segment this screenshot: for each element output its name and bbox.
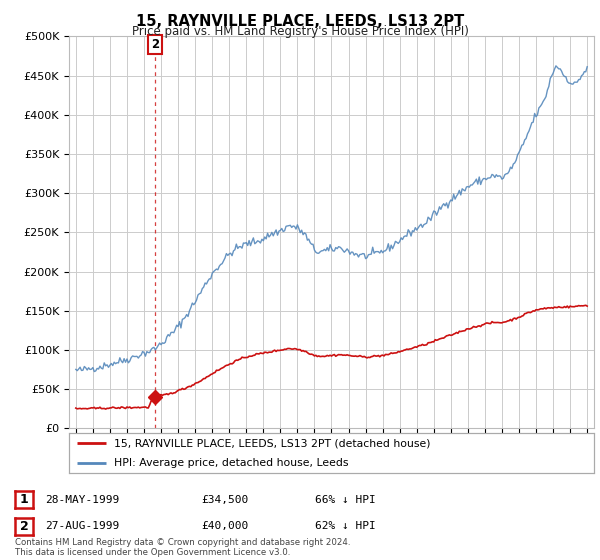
Text: 27-AUG-1999: 27-AUG-1999 [45,521,119,531]
Text: 15, RAYNVILLE PLACE, LEEDS, LS13 2PT: 15, RAYNVILLE PLACE, LEEDS, LS13 2PT [136,14,464,29]
Text: Price paid vs. HM Land Registry's House Price Index (HPI): Price paid vs. HM Land Registry's House … [131,25,469,38]
Text: HPI: Average price, detached house, Leeds: HPI: Average price, detached house, Leed… [113,458,348,468]
Text: 66% ↓ HPI: 66% ↓ HPI [315,494,376,505]
Text: 2: 2 [151,38,160,51]
Text: 2: 2 [20,520,28,533]
Text: Contains HM Land Registry data © Crown copyright and database right 2024.
This d: Contains HM Land Registry data © Crown c… [15,538,350,557]
Text: 62% ↓ HPI: 62% ↓ HPI [315,521,376,531]
Text: 15, RAYNVILLE PLACE, LEEDS, LS13 2PT (detached house): 15, RAYNVILLE PLACE, LEEDS, LS13 2PT (de… [113,438,430,449]
Text: £40,000: £40,000 [201,521,248,531]
Text: 28-MAY-1999: 28-MAY-1999 [45,494,119,505]
Text: 1: 1 [20,493,28,506]
Text: £34,500: £34,500 [201,494,248,505]
